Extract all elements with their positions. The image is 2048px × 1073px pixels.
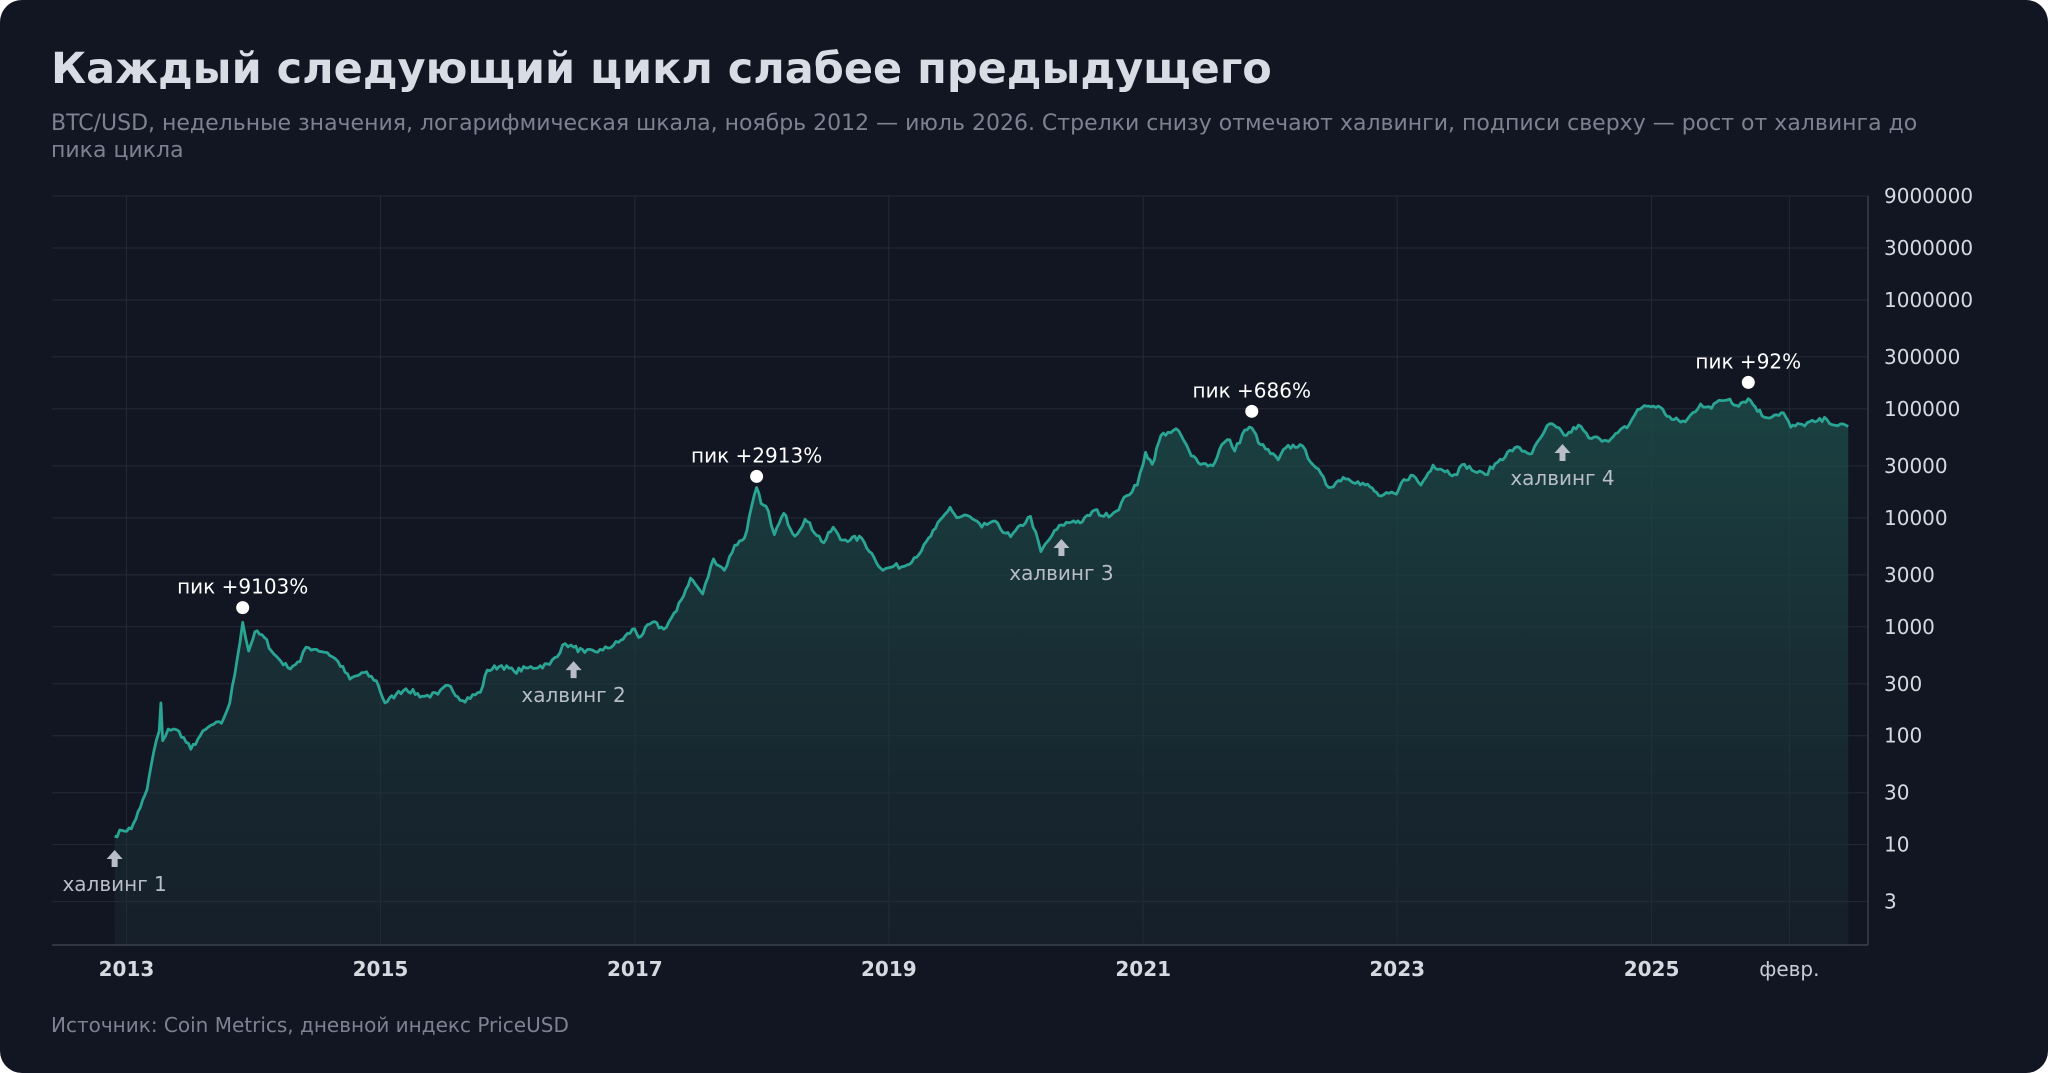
x-axis-ticks: 2013 2015 2017 2019 2021 2023 2025 февр. xyxy=(99,957,1820,981)
y-tick-label: 100 xyxy=(1884,724,1922,748)
x-tick-label: 2021 xyxy=(1115,957,1171,981)
y-axis-ticks: 3 10 30 100 300 1000 3000 10000 30000 100000 30000… xyxy=(1884,184,1973,914)
btc-price-chart: 3 10 30 100 300 1000 3000 10000 30000 100000 30000… xyxy=(52,184,1973,981)
x-tick-label: 2013 xyxy=(99,957,155,981)
halving-arrow-icon xyxy=(1554,444,1571,462)
halving-arrow-icon xyxy=(565,661,582,679)
x-tick-label: февр. xyxy=(1759,957,1819,981)
peak-label: пик +686% xyxy=(1193,378,1311,402)
y-tick-label: 1000 xyxy=(1884,615,1935,639)
price-area xyxy=(114,398,1849,945)
price-line xyxy=(114,397,1849,839)
peak-dot xyxy=(236,601,250,615)
axes xyxy=(52,196,1869,946)
y-tick-label: 300 xyxy=(1884,672,1922,696)
peak-markers: пик +9103% пик +2913% пик +686% пик +92% xyxy=(177,349,1801,615)
halving-label: халвинг 2 xyxy=(521,683,625,707)
peak-dot xyxy=(750,469,764,483)
peak-label: пик +9103% xyxy=(177,575,308,599)
y-tick-label: 3 xyxy=(1884,890,1897,914)
y-tick-label: 10 xyxy=(1884,833,1909,857)
source-note: Источник: Coin Metrics, дневной индекс P… xyxy=(51,1013,569,1037)
y-tick-label: 100000 xyxy=(1884,397,1960,421)
y-tick-label: 30000 xyxy=(1884,454,1948,478)
y-tick-label: 3000000 xyxy=(1884,236,1973,260)
y-tick-label: 1000000 xyxy=(1884,288,1973,312)
halving-label: халвинг 3 xyxy=(1009,561,1113,585)
peak-label: пик +92% xyxy=(1695,349,1801,373)
peak-dot xyxy=(1741,375,1755,389)
x-tick-label: 2023 xyxy=(1369,957,1425,981)
y-tick-label: 300000 xyxy=(1884,345,1960,369)
halving-arrow-icon xyxy=(1053,538,1070,556)
y-tick-label: 3000 xyxy=(1884,563,1935,587)
y-tick-label: 10000 xyxy=(1884,506,1948,530)
chart-subtitle: BTC/USD, недельные значения, логарифмиче… xyxy=(51,111,1918,163)
y-tick-label: 30 xyxy=(1884,781,1909,805)
x-tick-label: 2017 xyxy=(607,957,663,981)
peak-label: пик +2913% xyxy=(691,443,822,467)
halving-arrow-icon xyxy=(106,850,123,868)
chart-title: Каждый следующий цикл слабее предыдущего xyxy=(51,44,1272,94)
x-tick-label: 2015 xyxy=(353,957,409,981)
halving-label: халвинг 4 xyxy=(1510,466,1614,490)
y-tick-label: 9000000 xyxy=(1884,184,1973,208)
x-tick-label: 2019 xyxy=(861,957,917,981)
halving-markers: халвинг 1 халвинг 2 халвинг 3 халвинг 4 xyxy=(62,444,1615,896)
halving-label: халвинг 1 xyxy=(62,872,166,896)
x-tick-label: 2025 xyxy=(1624,957,1680,981)
peak-dot xyxy=(1245,404,1259,418)
